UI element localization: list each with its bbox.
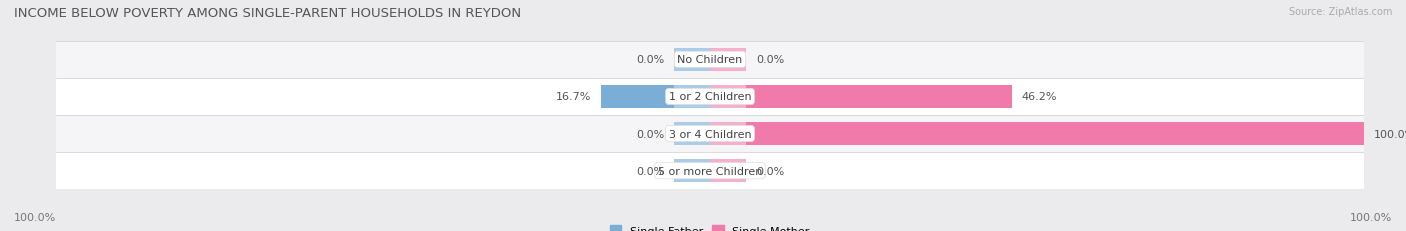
Text: 0.0%: 0.0% — [636, 55, 664, 65]
Text: 0.0%: 0.0% — [756, 55, 785, 65]
Bar — [673, 122, 710, 146]
Bar — [710, 122, 1364, 146]
Text: 0.0%: 0.0% — [756, 166, 785, 176]
Bar — [673, 49, 710, 72]
Bar — [56, 79, 1364, 116]
Text: No Children: No Children — [678, 55, 742, 65]
Bar — [600, 85, 710, 109]
Text: 5 or more Children: 5 or more Children — [658, 166, 762, 176]
Text: 100.0%: 100.0% — [1374, 129, 1406, 139]
Bar — [56, 42, 1364, 79]
Bar — [710, 85, 747, 109]
Bar — [673, 85, 710, 109]
Bar — [56, 152, 1364, 189]
Text: 100.0%: 100.0% — [1350, 212, 1392, 222]
Text: INCOME BELOW POVERTY AMONG SINGLE-PARENT HOUSEHOLDS IN REYDON: INCOME BELOW POVERTY AMONG SINGLE-PARENT… — [14, 7, 522, 20]
Text: 100.0%: 100.0% — [14, 212, 56, 222]
Text: 1 or 2 Children: 1 or 2 Children — [669, 92, 751, 102]
Text: 0.0%: 0.0% — [636, 166, 664, 176]
Legend: Single Father, Single Mother: Single Father, Single Mother — [606, 221, 814, 231]
Bar — [710, 49, 747, 72]
Text: 3 or 4 Children: 3 or 4 Children — [669, 129, 751, 139]
Text: 16.7%: 16.7% — [555, 92, 591, 102]
Bar — [673, 159, 710, 182]
Bar — [710, 159, 747, 182]
Text: Source: ZipAtlas.com: Source: ZipAtlas.com — [1288, 7, 1392, 17]
Bar — [56, 116, 1364, 152]
Bar — [710, 85, 1012, 109]
Text: 0.0%: 0.0% — [636, 129, 664, 139]
Text: 46.2%: 46.2% — [1022, 92, 1057, 102]
Bar — [710, 122, 747, 146]
